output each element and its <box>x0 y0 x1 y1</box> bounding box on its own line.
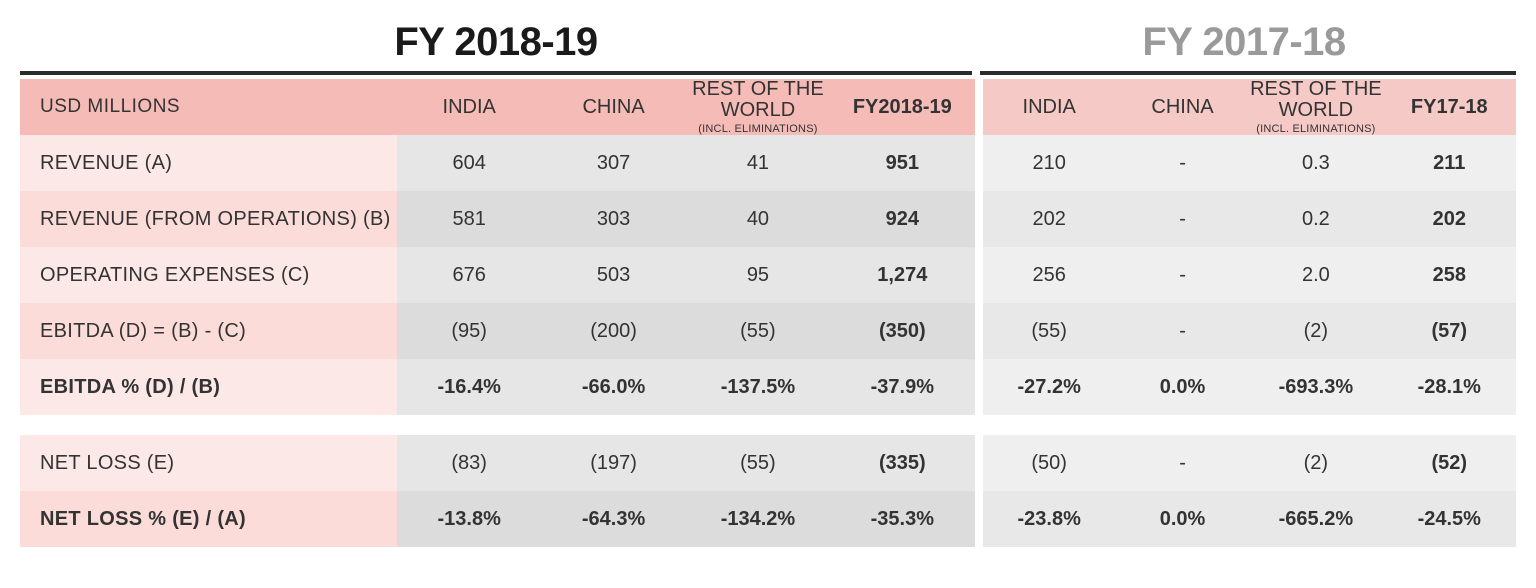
cell: 95 <box>686 247 830 303</box>
cell: (50) <box>983 435 1116 491</box>
cell: -13.8% <box>397 491 541 547</box>
col-india-right: INDIA <box>983 79 1116 135</box>
table-row: EBITDA % (D) / (B)-16.4%-66.0%-137.5%-37… <box>20 359 1516 415</box>
col-india-left: INDIA <box>397 79 541 135</box>
cell: (55) <box>983 303 1116 359</box>
table-row <box>20 415 1516 435</box>
col-row-right: REST OF THE WORLD(INCL. ELIMINATIONS) <box>1249 79 1382 135</box>
cell: 202 <box>983 191 1116 247</box>
row-label: EBITDA (D) = (B) - (C) <box>20 303 397 359</box>
cell: -37.9% <box>830 359 974 415</box>
row-label: OPERATING EXPENSES (C) <box>20 247 397 303</box>
row-label: NET LOSS (E) <box>20 435 397 491</box>
cell: (57) <box>1383 303 1516 359</box>
table-row: REVENUE (A)60430741951210-0.3211 <box>20 135 1516 191</box>
cell: 41 <box>686 135 830 191</box>
cell: - <box>1116 191 1249 247</box>
cell: (350) <box>830 303 974 359</box>
header-row-label: USD MILLIONS <box>20 79 397 135</box>
cell: 604 <box>397 135 541 191</box>
cell: 924 <box>830 191 974 247</box>
col-row-left: REST OF THE WORLD(INCL. ELIMINATIONS) <box>686 79 830 135</box>
table-row: OPERATING EXPENSES (C)676503951,274256-2… <box>20 247 1516 303</box>
cell: 0.2 <box>1249 191 1382 247</box>
cell: (2) <box>1249 435 1382 491</box>
table-row: NET LOSS (E)(83)(197)(55)(335)(50)-(2)(5… <box>20 435 1516 491</box>
period-titles: FY 2018-19 FY 2017-18 <box>20 20 1516 71</box>
cell: (335) <box>830 435 974 491</box>
col-fy-right: FY17-18 <box>1383 79 1516 135</box>
cell: -35.3% <box>830 491 974 547</box>
cell: 0.0% <box>1116 491 1249 547</box>
title-underline <box>20 71 1516 75</box>
cell: -665.2% <box>1249 491 1382 547</box>
cell: -693.3% <box>1249 359 1382 415</box>
cell: -28.1% <box>1383 359 1516 415</box>
table-body: REVENUE (A)60430741951210-0.3211REVENUE … <box>20 135 1516 547</box>
cell: (200) <box>541 303 685 359</box>
cell: -16.4% <box>397 359 541 415</box>
cell: -137.5% <box>686 359 830 415</box>
cell: 2.0 <box>1249 247 1382 303</box>
cell: 210 <box>983 135 1116 191</box>
cell: 40 <box>686 191 830 247</box>
financial-table-container: FY 2018-19 FY 2017-18 USD MILLIONS INDIA… <box>20 20 1516 547</box>
row-label: EBITDA % (D) / (B) <box>20 359 397 415</box>
row-label: REVENUE (A) <box>20 135 397 191</box>
cell: 581 <box>397 191 541 247</box>
cell: -27.2% <box>983 359 1116 415</box>
cell: -134.2% <box>686 491 830 547</box>
cell: - <box>1116 247 1249 303</box>
cell: 503 <box>541 247 685 303</box>
cell: (55) <box>686 303 830 359</box>
cell: 202 <box>1383 191 1516 247</box>
cell: - <box>1116 303 1249 359</box>
cell: -64.3% <box>541 491 685 547</box>
cell: (2) <box>1249 303 1382 359</box>
period-title-left: FY 2018-19 <box>20 20 972 71</box>
financial-table: USD MILLIONS INDIA CHINA REST OF THE WOR… <box>20 79 1516 547</box>
cell: 303 <box>541 191 685 247</box>
table-row: REVENUE (FROM OPERATIONS) (B)58130340924… <box>20 191 1516 247</box>
col-china-left: CHINA <box>541 79 685 135</box>
cell: -24.5% <box>1383 491 1516 547</box>
cell: -66.0% <box>541 359 685 415</box>
cell: (83) <box>397 435 541 491</box>
period-title-right: FY 2017-18 <box>972 20 1516 71</box>
cell: 0.3 <box>1249 135 1382 191</box>
cell: 256 <box>983 247 1116 303</box>
cell: 951 <box>830 135 974 191</box>
cell: 0.0% <box>1116 359 1249 415</box>
table-row: NET LOSS % (E) / (A)-13.8%-64.3%-134.2%-… <box>20 491 1516 547</box>
table-row: EBITDA (D) = (B) - (C)(95)(200)(55)(350)… <box>20 303 1516 359</box>
cell: 676 <box>397 247 541 303</box>
cell: 258 <box>1383 247 1516 303</box>
col-fy-left: FY2018-19 <box>830 79 974 135</box>
cell: - <box>1116 135 1249 191</box>
header-row: USD MILLIONS INDIA CHINA REST OF THE WOR… <box>20 79 1516 135</box>
col-china-right: CHINA <box>1116 79 1249 135</box>
cell: (197) <box>541 435 685 491</box>
cell: 1,274 <box>830 247 974 303</box>
cell: - <box>1116 435 1249 491</box>
cell: (52) <box>1383 435 1516 491</box>
cell: (95) <box>397 303 541 359</box>
row-label: REVENUE (FROM OPERATIONS) (B) <box>20 191 397 247</box>
cell: 211 <box>1383 135 1516 191</box>
cell: 307 <box>541 135 685 191</box>
cell: (55) <box>686 435 830 491</box>
row-label: NET LOSS % (E) / (A) <box>20 491 397 547</box>
cell: -23.8% <box>983 491 1116 547</box>
